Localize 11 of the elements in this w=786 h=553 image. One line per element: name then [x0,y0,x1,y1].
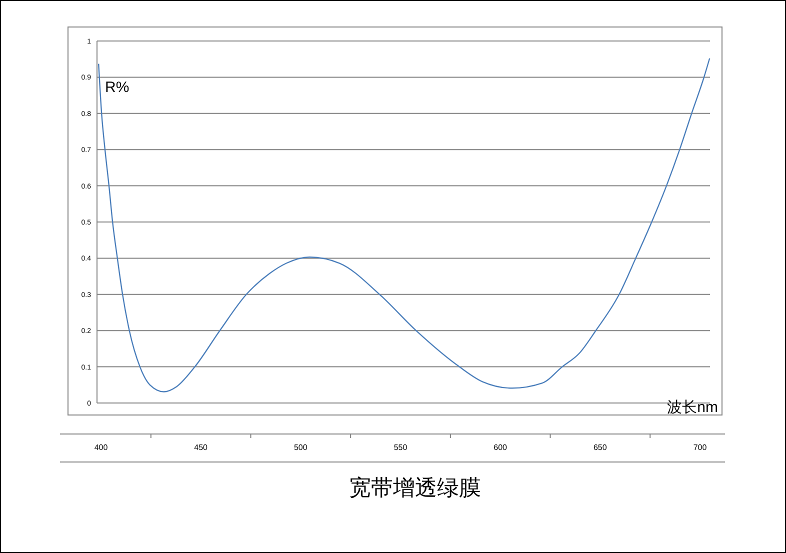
x-tick-label: 600 [494,442,508,452]
x-tick-label: 400 [94,442,108,452]
y-axis-title: R% [105,79,130,96]
x-tick-label: 450 [194,442,208,452]
text: 宽带增透绿膜 [349,476,481,501]
x-tick-label: 500 [294,442,308,452]
x-tick-label: 550 [394,442,408,452]
x-tick-label: 650 [594,442,608,452]
x-axis-title: 波长nm [667,399,718,416]
x-tick-label: 700 [693,442,708,452]
line-series [98,58,710,392]
